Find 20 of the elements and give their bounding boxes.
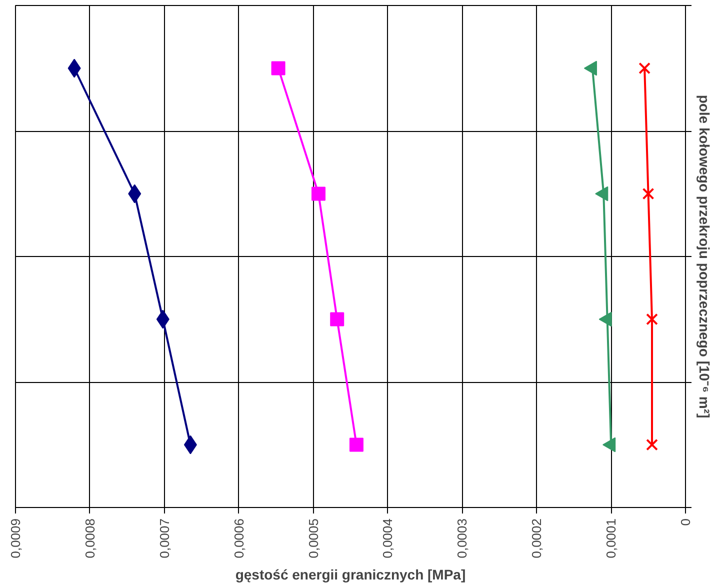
x-tick-label: 0,0006: [231, 518, 246, 558]
point: [271, 61, 286, 76]
x-tick-label: 0,0003: [454, 518, 470, 558]
x-tick-label: 0,0004: [380, 518, 396, 558]
x-tick-label: 0,0001: [604, 518, 619, 558]
x-tick-label: 0,0007: [156, 518, 172, 558]
x-axis-title: gęstość energii granicznych [MPa]: [235, 566, 466, 582]
point: [646, 438, 658, 451]
x-tick-label: 0,0002: [529, 518, 544, 558]
x-tick-label: 0: [678, 518, 693, 526]
y-axis-title: pole kołowego przekroju poprzecznego [10⁻⁶ m²]: [696, 94, 712, 418]
x-tick-label: 0,0008: [82, 518, 98, 558]
point: [638, 62, 651, 74]
point: [349, 438, 364, 452]
point: [311, 186, 326, 201]
point: [642, 188, 654, 200]
point: [330, 312, 344, 326]
point: [646, 313, 658, 326]
x-tick-label: 0,0005: [306, 518, 321, 558]
x-tick-label: 0,0009: [8, 518, 23, 558]
